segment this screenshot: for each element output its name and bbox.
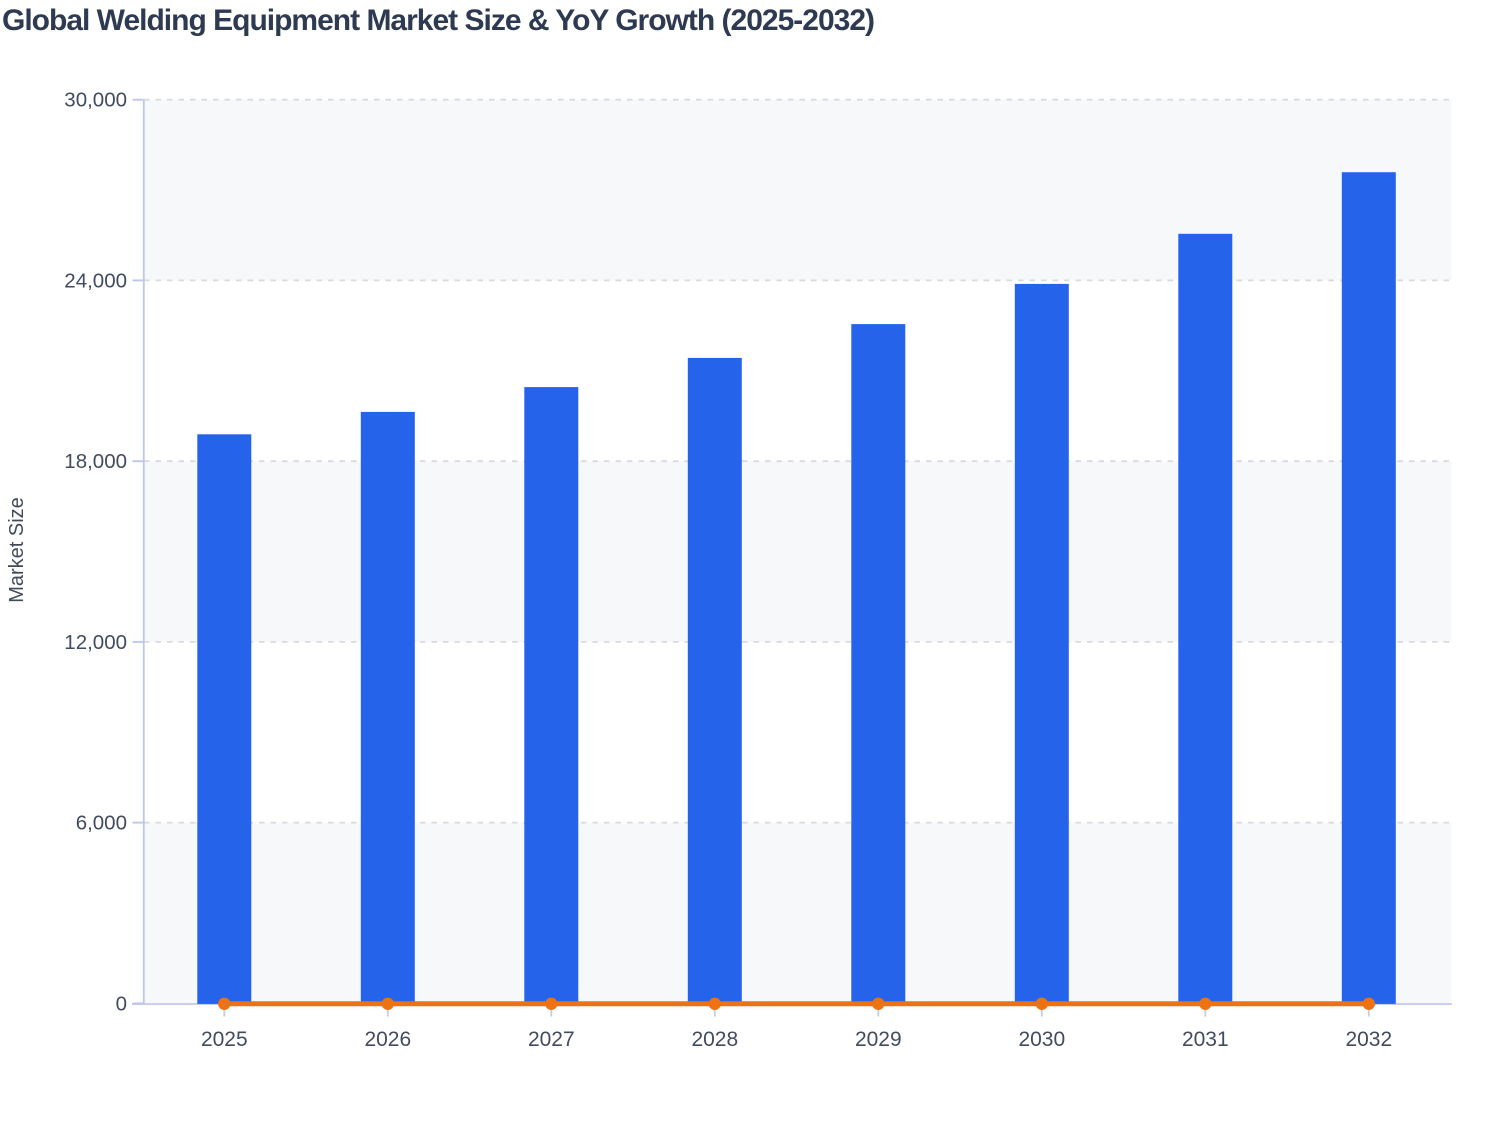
svg-text:2030: 2030 xyxy=(1018,1028,1065,1051)
svg-text:2029: 2029 xyxy=(855,1028,902,1051)
svg-text:30,000: 30,000 xyxy=(64,89,127,112)
svg-text:Global Welding Equipment Marke: Global Welding Equipment Market Size & Y… xyxy=(2,4,874,37)
svg-text:2026: 2026 xyxy=(364,1028,411,1051)
svg-text:2027: 2027 xyxy=(528,1028,575,1051)
svg-text:18,000: 18,000 xyxy=(64,450,127,473)
svg-text:2032: 2032 xyxy=(1345,1028,1392,1051)
svg-text:2025: 2025 xyxy=(201,1028,248,1051)
svg-text:0: 0 xyxy=(116,992,127,1015)
svg-text:2028: 2028 xyxy=(691,1028,738,1051)
svg-text:Market Size: Market Size xyxy=(6,497,28,603)
svg-text:12,000: 12,000 xyxy=(64,631,127,654)
svg-text:24,000: 24,000 xyxy=(64,269,127,292)
svg-text:2031: 2031 xyxy=(1182,1028,1229,1051)
svg-text:6,000: 6,000 xyxy=(76,812,127,835)
